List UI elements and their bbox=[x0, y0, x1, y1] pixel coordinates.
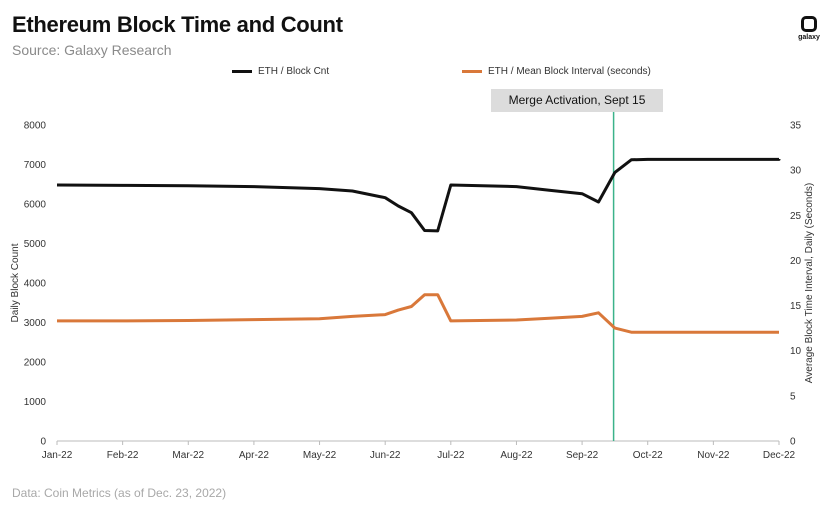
y-right-tick-label: 10 bbox=[790, 346, 802, 357]
series-line-block-interval bbox=[57, 293, 779, 334]
y-left-tick-label: 5000 bbox=[24, 239, 47, 250]
y-right-tick-label: 0 bbox=[790, 437, 796, 448]
chart-lines bbox=[56, 112, 781, 441]
chart-axes: Jan-22 Feb-22 Mar-22 Apr-22 May-22 Jun-22 Jul-… bbox=[10, 121, 815, 462]
x-tick-label: Nov-22 bbox=[697, 450, 730, 461]
x-tick-label: Sep-22 bbox=[566, 450, 599, 461]
y-left-tick-label: 6000 bbox=[24, 200, 47, 211]
legend-item-block-count: ETH / Block Cnt bbox=[232, 66, 329, 77]
y-left-tick-label: 2000 bbox=[24, 358, 47, 369]
chart-subtitle: Source: Galaxy Research bbox=[12, 42, 172, 58]
y-right-tick-label: 5 bbox=[790, 391, 796, 402]
chart-legend: ETH / Block Cnt ETH / Mean Block Interva… bbox=[0, 66, 829, 82]
y-left-tick-label: 3000 bbox=[24, 318, 47, 329]
galaxy-logo-text: galaxy bbox=[798, 34, 820, 41]
x-tick-label: Oct-22 bbox=[633, 450, 663, 461]
galaxy-logo-icon bbox=[801, 16, 817, 32]
y-left-axis-title: Daily Block Count bbox=[10, 243, 21, 322]
y-left-tick-label: 8000 bbox=[24, 121, 47, 132]
y-right-tick-label: 15 bbox=[790, 301, 802, 312]
galaxy-logo: galaxy bbox=[797, 16, 821, 41]
x-tick-label: Feb-22 bbox=[107, 450, 139, 461]
x-tick-label: Jun-22 bbox=[370, 450, 401, 461]
x-tick-label: Jul-22 bbox=[437, 450, 465, 461]
y-left-tick-label: 1000 bbox=[24, 397, 47, 408]
y-left-tick-label: 7000 bbox=[24, 160, 47, 171]
legend-label-block-interval: ETH / Mean Block Interval (seconds) bbox=[488, 66, 651, 77]
y-right-axis-title: Average Block Time Interval, Daily (Seco… bbox=[804, 183, 815, 383]
legend-item-block-interval: ETH / Mean Block Interval (seconds) bbox=[462, 66, 651, 77]
x-tick-label: May-22 bbox=[303, 450, 337, 461]
x-tick-label: Apr-22 bbox=[239, 450, 269, 461]
y-right-tick-label: 30 bbox=[790, 166, 802, 177]
series-line-block-count bbox=[56, 157, 781, 233]
legend-label-block-count: ETH / Block Cnt bbox=[258, 66, 330, 77]
data-source-note: Data: Coin Metrics (as of Dec. 23, 2022) bbox=[12, 486, 227, 500]
y-right-tick-label: 25 bbox=[790, 211, 802, 222]
y-right-tick-label: 35 bbox=[790, 121, 802, 132]
x-tick-label: Mar-22 bbox=[172, 450, 204, 461]
legend-swatch-black bbox=[232, 70, 252, 73]
merge-annotation: Merge Activation, Sept 15 bbox=[491, 89, 663, 112]
y-right-tick-label: 20 bbox=[790, 256, 802, 267]
y-left-tick-label: 4000 bbox=[24, 279, 47, 290]
legend-swatch-orange bbox=[462, 70, 482, 73]
x-tick-label: Dec-22 bbox=[763, 450, 796, 461]
y-left-tick-label: 0 bbox=[40, 437, 46, 448]
x-tick-label: Jan-22 bbox=[42, 450, 73, 461]
x-tick-label: Aug-22 bbox=[500, 450, 533, 461]
chart-title: Ethereum Block Time and Count bbox=[12, 12, 343, 37]
